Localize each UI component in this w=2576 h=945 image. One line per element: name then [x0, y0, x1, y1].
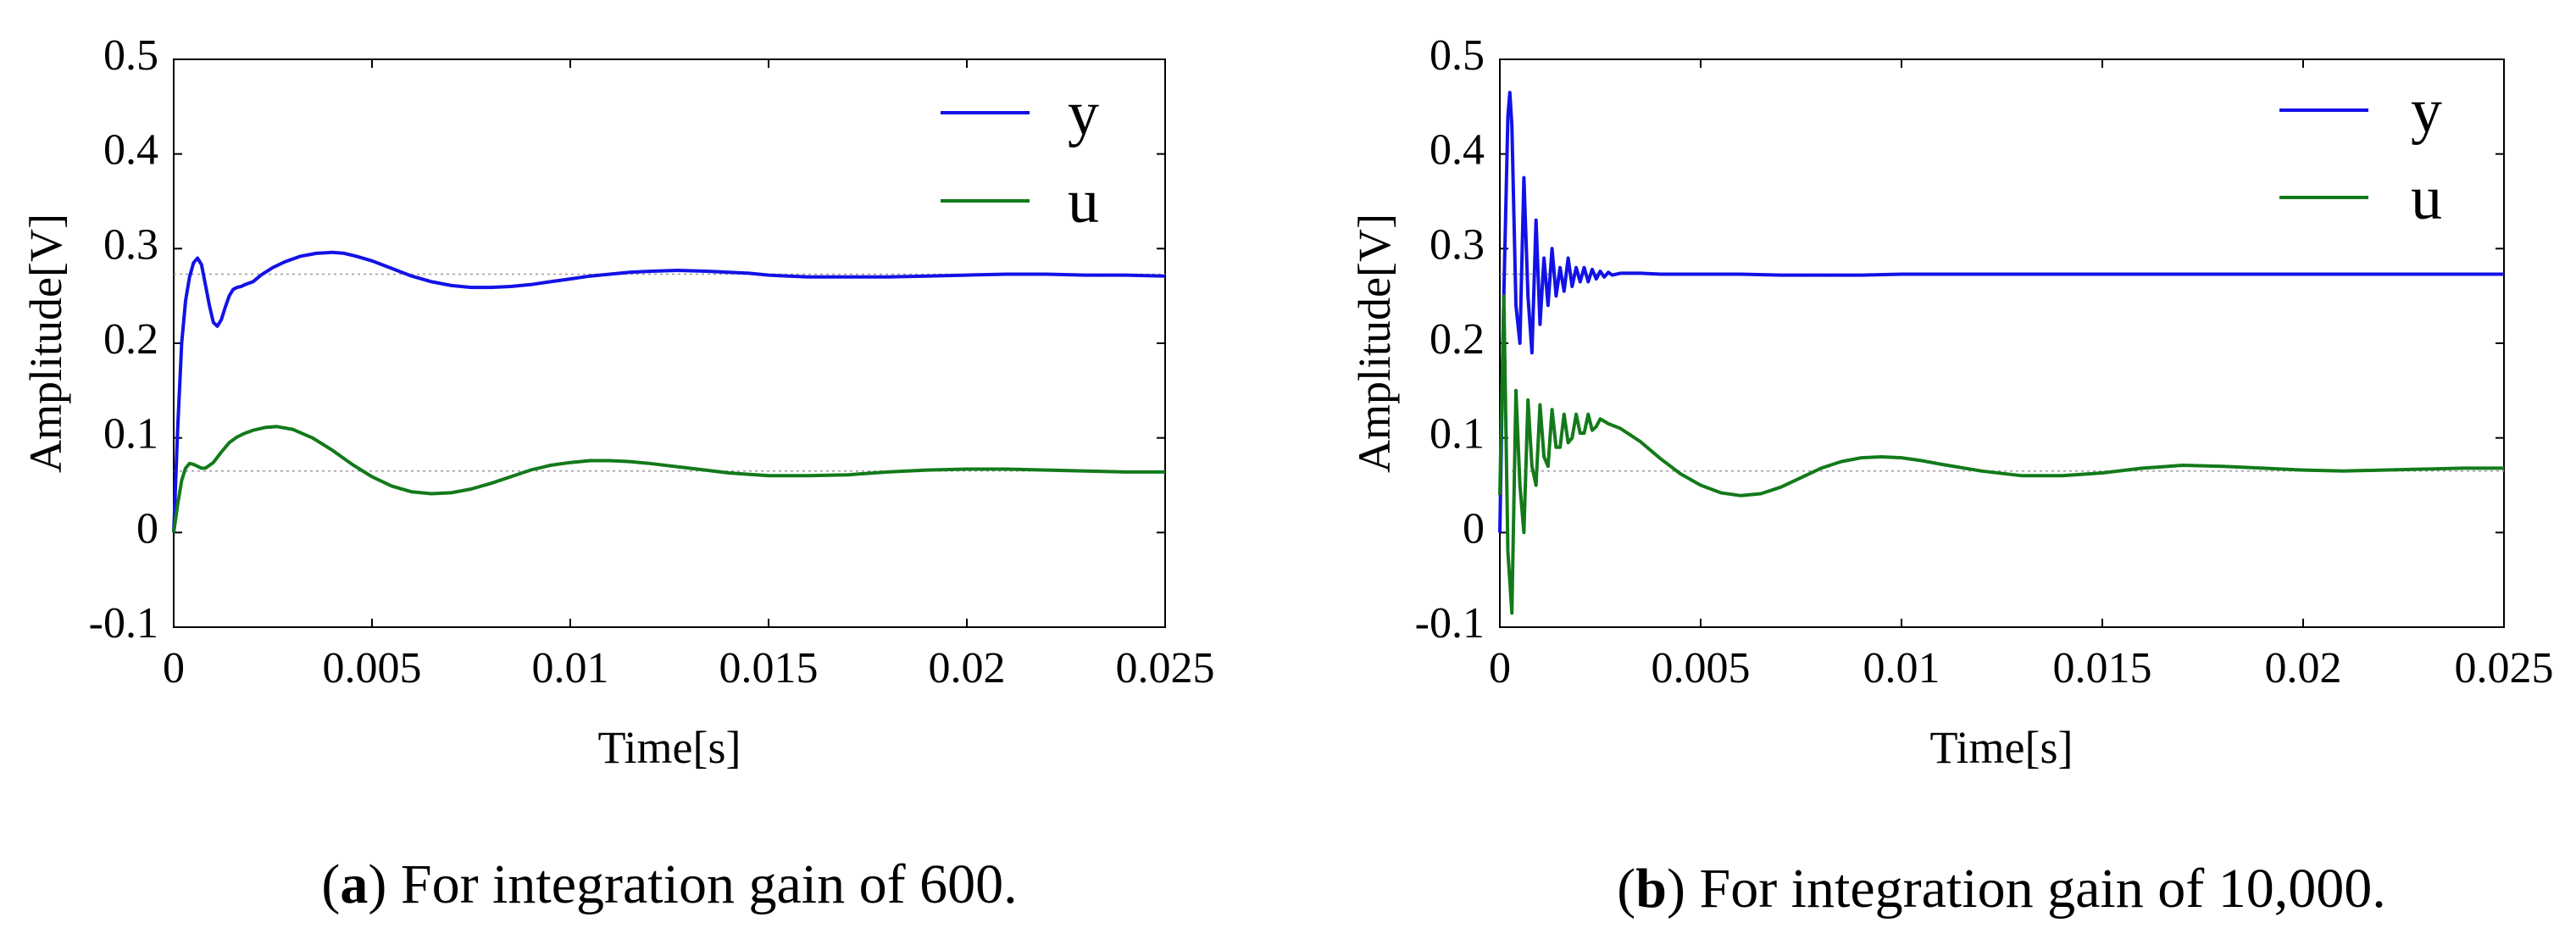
- y-tick-label: 0.4: [103, 126, 158, 175]
- x-tick-label: 0: [1489, 644, 1511, 692]
- y-tick-label: 0.3: [1430, 220, 1485, 269]
- y-tick-label: 0.1: [103, 410, 158, 459]
- y-tick-label: 0: [1463, 504, 1485, 553]
- x-axis-label: Time[s]: [597, 722, 741, 773]
- caption-text: For integration gain of 10,000.: [1699, 858, 2385, 920]
- y-axis-label: Amplitude[V]: [20, 214, 71, 473]
- legend-label-u: u: [2411, 164, 2442, 233]
- y-tick-label: 0.5: [103, 31, 158, 80]
- reference-lines: [174, 273, 1165, 472]
- chart-panel-b: -0.1 0 0.1 0.2 0.3 0.4 0.5 0 0.005 0.01 …: [1349, 31, 2554, 920]
- series-layer: [1498, 91, 2504, 615]
- y-tick-label: 0.2: [103, 315, 158, 364]
- x-tick-label: 0.005: [1652, 644, 1751, 692]
- x-tick-label: 0.025: [2455, 644, 2554, 692]
- reference-lines: [1500, 273, 2504, 472]
- x-tick-label: 0: [163, 644, 185, 692]
- x-tick-labels: 0 0.005 0.01 0.015 0.02 0.025: [1489, 644, 2554, 692]
- legend: y u: [2279, 76, 2442, 233]
- y-tick-label: 0.1: [1430, 410, 1485, 459]
- series-line-u: [1498, 294, 2504, 615]
- y-tick-label: 0: [136, 504, 158, 553]
- y-tick-label: -0.1: [1415, 599, 1485, 648]
- x-axis-label: Time[s]: [1929, 722, 2073, 773]
- caption-tag: b: [1635, 858, 1667, 920]
- legend-label-y: y: [1068, 79, 1099, 148]
- y-tick-label: 0.5: [1430, 31, 1485, 80]
- y-tick-labels: -0.1 0 0.1 0.2 0.3 0.4 0.5: [89, 31, 158, 648]
- x-tick-label: 0.01: [1863, 644, 1940, 692]
- y-tick-label: 0.4: [1430, 126, 1485, 175]
- axis-ticks: [1499, 58, 2505, 628]
- x-tick-label: 0.015: [719, 644, 819, 692]
- legend: y u: [941, 79, 1099, 236]
- x-tick-label: 0.025: [1116, 644, 1215, 692]
- legend-label-u: u: [1068, 167, 1099, 236]
- x-tick-label: 0.02: [929, 644, 1006, 692]
- axis-ticks: [173, 58, 1166, 628]
- y-tick-label: -0.1: [89, 599, 158, 648]
- x-tick-label: 0.005: [323, 644, 422, 692]
- x-tick-label: 0.02: [2265, 644, 2342, 692]
- legend-label-y: y: [2411, 76, 2442, 146]
- x-tick-label: 0.015: [2053, 644, 2152, 692]
- y-tick-label: 0.2: [1430, 315, 1485, 364]
- caption-b: (b) For integration gain of 10,000.: [1617, 858, 2385, 920]
- series-line-y: [172, 250, 1166, 533]
- chart-panel-a: -0.1 0 0.1 0.2 0.3 0.4 0.5 0 0.005 0.01 …: [20, 31, 1215, 915]
- plot-frame: [173, 58, 1166, 628]
- caption-a: (a) For integration gain of 600.: [321, 853, 1017, 915]
- x-tick-labels: 0 0.005 0.01 0.015 0.02 0.025: [163, 644, 1215, 692]
- y-tick-labels: -0.1 0 0.1 0.2 0.3 0.4 0.5: [1415, 31, 1485, 648]
- series-line-u: [172, 425, 1165, 533]
- series-line-y: [1498, 91, 2504, 533]
- x-tick-label: 0.01: [532, 644, 609, 692]
- caption-tag: a: [340, 853, 368, 915]
- plot-frame: [1499, 58, 2505, 628]
- caption-text: For integration gain of 600.: [401, 853, 1018, 915]
- series-layer: [172, 250, 1166, 533]
- y-tick-label: 0.3: [103, 220, 158, 269]
- y-axis-label: Amplitude[V]: [1349, 214, 1400, 473]
